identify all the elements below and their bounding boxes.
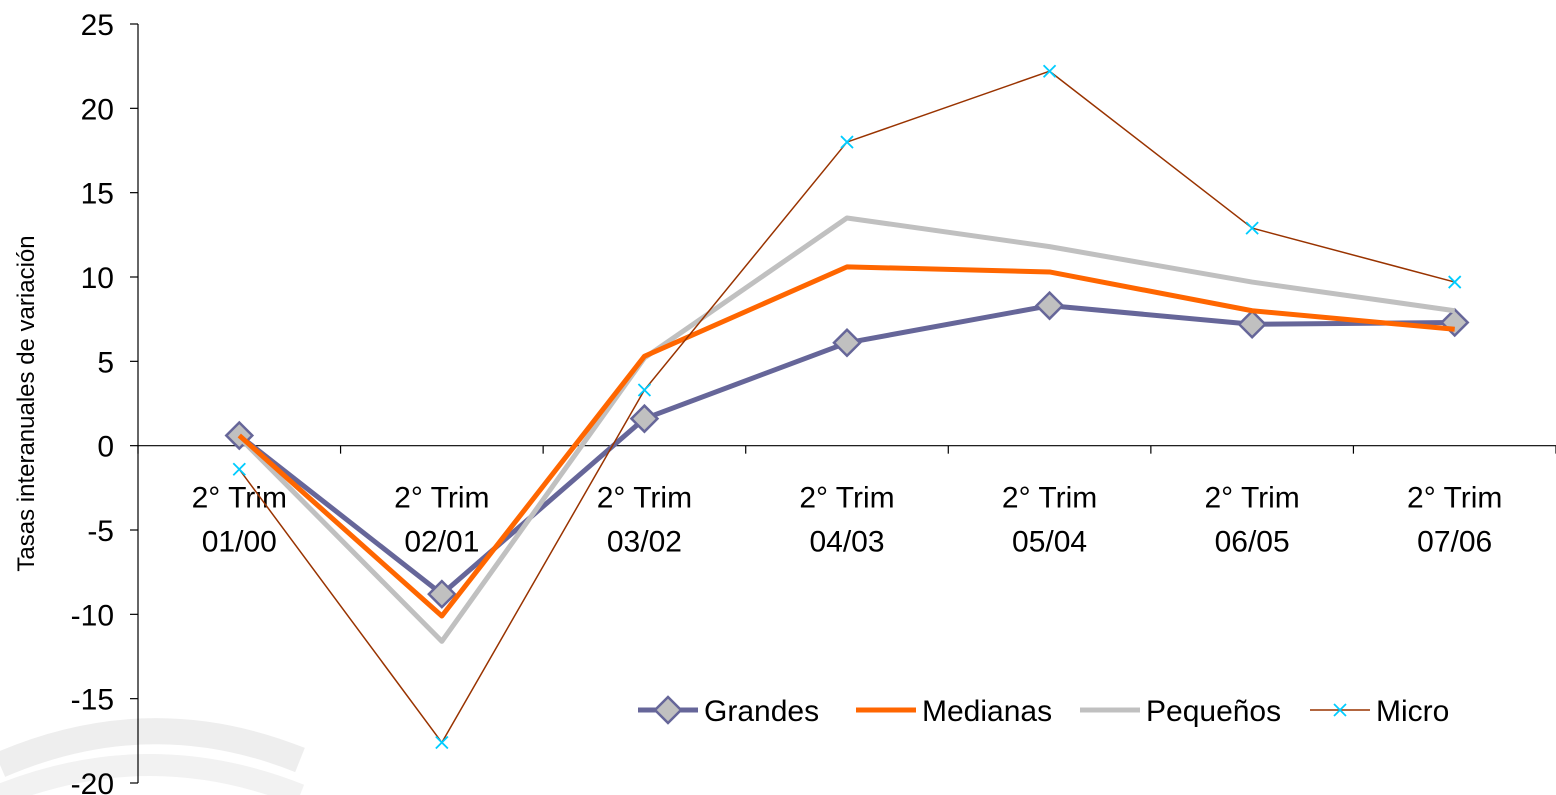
legend-label-grandes: Grandes [704, 695, 819, 728]
x-tick-label: 2° Trim 07/06 [1407, 482, 1502, 559]
series-pequenos [237, 215, 1456, 644]
data-point-micro [1245, 221, 1259, 235]
y-tick-label: -20 [71, 768, 114, 795]
data-point-grandes [1237, 309, 1267, 339]
marker-stroke [840, 135, 854, 149]
marker-stroke [435, 735, 449, 750]
x-axis-ticks: 2° Trim 01/00 2° Trim 02/01 2° Trim 03/02 2° T… [137, 445, 1556, 559]
legend-item-pequenos: Pequeños [1080, 695, 1281, 728]
axes [137, 24, 1556, 783]
y-tick-label: -15 [71, 684, 114, 717]
series-line-medianas [237, 264, 1455, 619]
marker-stroke [637, 383, 652, 397]
data-point-micro [1042, 64, 1057, 78]
x-tick-label: 2° Trim 03/02 [597, 482, 692, 559]
legend-item-micro: Micro [1310, 695, 1449, 728]
y-tick-label: 5 [97, 346, 114, 379]
series-layer [224, 64, 1470, 750]
marker-stroke [232, 462, 246, 476]
y-tick-label: -5 [87, 515, 114, 548]
data-point-micro [840, 135, 854, 149]
legend: Grandes Medianas Pequeños Micro [638, 695, 1449, 728]
data-point-grandes [1439, 307, 1470, 338]
data-point-micro [637, 383, 652, 397]
legend-item-medianas: Medianas [856, 695, 1052, 728]
y-tick-label: 0 [97, 431, 114, 464]
x-tick-label: 2° Trim 01/00 [192, 482, 287, 559]
y-tick-label: 25 [81, 9, 114, 42]
data-point-micro [1448, 275, 1462, 289]
data-point-grandes [1034, 290, 1065, 321]
y-axis-title: Tasas interanuales de variación [13, 235, 40, 571]
legend-marker-grandes [653, 695, 683, 725]
marker-stroke [1333, 703, 1347, 717]
legend-label-medianas: Medianas [922, 695, 1052, 728]
data-point-grandes [427, 579, 457, 609]
series-line-micro [238, 70, 1455, 744]
watermark-arcs [0, 718, 305, 795]
x-tick-label: 2° Trim 04/03 [799, 482, 894, 559]
y-tick-label: 20 [81, 93, 114, 126]
legend-item-grandes: Grandes [638, 695, 819, 728]
data-point-grandes [832, 328, 862, 358]
marker-stroke [1042, 64, 1057, 78]
legend-label-pequenos: Pequeños [1146, 695, 1281, 728]
y-tick-label: 10 [81, 262, 114, 295]
series-grandes [224, 290, 1470, 609]
series-medianas [237, 264, 1455, 619]
x-tick-label: 2° Trim 05/04 [1002, 482, 1097, 559]
legend-marker-micro [1333, 703, 1347, 717]
x-tick-label: 2° Trim 06/05 [1204, 482, 1299, 559]
y-tick-label: 15 [81, 178, 114, 211]
series-line-pequenos [237, 215, 1456, 644]
data-point-grandes [629, 403, 660, 434]
marker-stroke [1245, 221, 1259, 235]
marker-stroke [1448, 275, 1462, 289]
data-point-micro [232, 462, 246, 476]
y-axis-ticks: 25 20 15 10 5 0 -5 -10 -15 -20 [71, 9, 138, 795]
series-micro [232, 64, 1462, 750]
y-tick-label: -10 [71, 599, 114, 632]
x-tick-label: 2° Trim 02/01 [394, 482, 489, 559]
data-point-micro [435, 735, 449, 750]
legend-label-micro: Micro [1376, 695, 1449, 728]
